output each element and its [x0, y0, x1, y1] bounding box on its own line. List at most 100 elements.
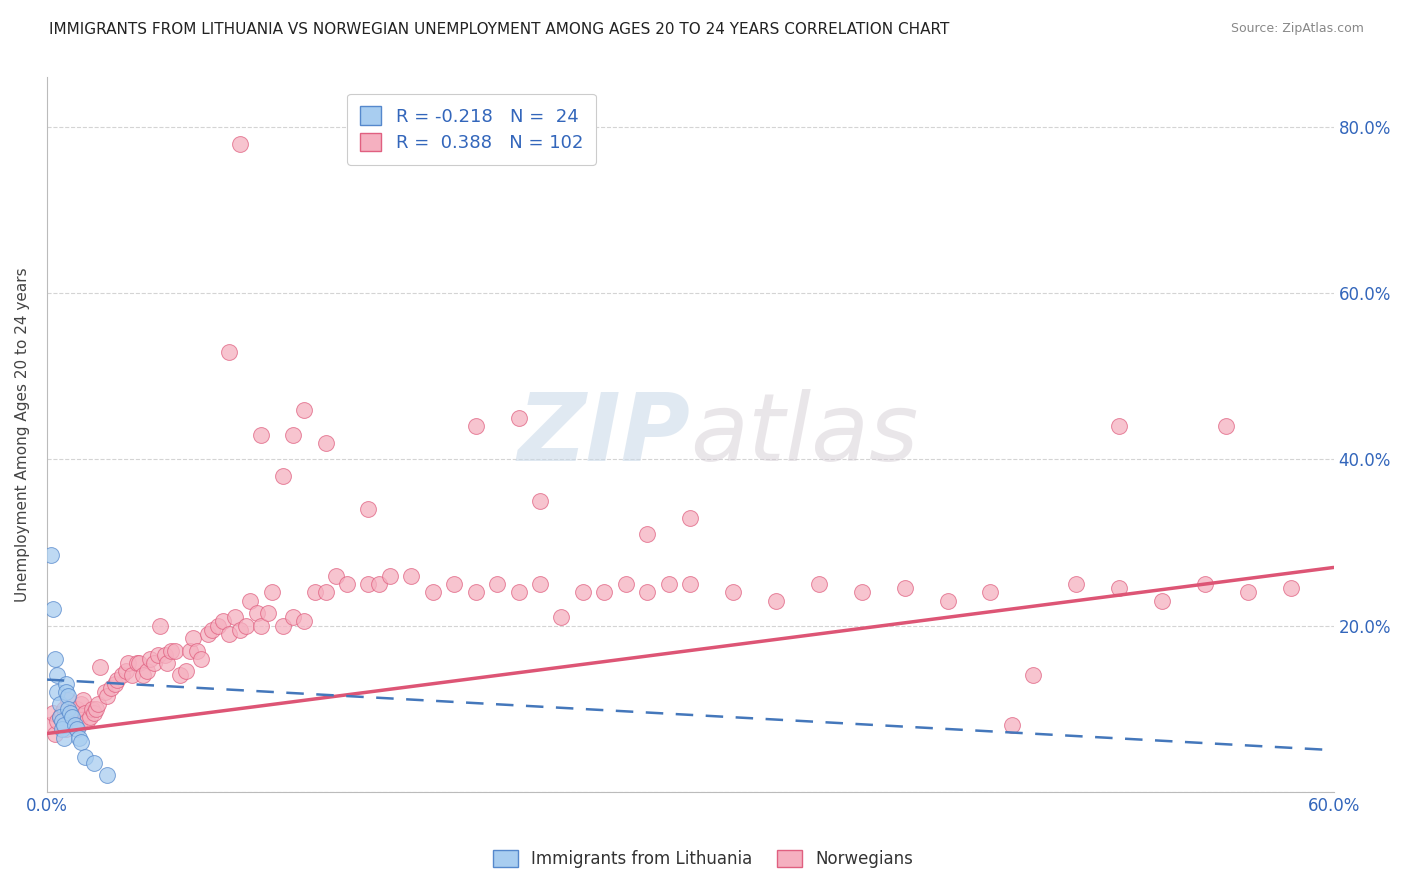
Point: [218, 344, 240, 359]
Point: [55, 677, 77, 691]
Point: [44, 652, 66, 666]
Point: [55, 685, 77, 699]
Point: [936, 593, 959, 607]
Point: [75, 749, 97, 764]
Point: [51, 723, 73, 737]
Point: [508, 585, 530, 599]
Point: [75, 706, 97, 720]
Point: [315, 435, 337, 450]
Point: [148, 648, 170, 662]
Point: [89, 660, 111, 674]
Point: [190, 652, 212, 666]
Point: [83, 756, 105, 770]
Point: [60, 710, 83, 724]
Point: [104, 677, 127, 691]
Point: [721, 585, 744, 599]
Point: [76, 714, 98, 728]
Point: [39, 548, 62, 562]
Point: [128, 656, 150, 670]
Point: [304, 585, 326, 599]
Point: [283, 427, 305, 442]
Point: [60, 710, 83, 724]
Point: [271, 618, 294, 632]
Point: [42, 706, 65, 720]
Point: [52, 731, 75, 745]
Legend: R = -0.218   N =  24, R =  0.388   N = 102: R = -0.218 N = 24, R = 0.388 N = 102: [347, 94, 596, 165]
Point: [56, 693, 79, 707]
Point: [83, 706, 105, 720]
Point: [228, 623, 250, 637]
Point: [357, 502, 380, 516]
Point: [67, 731, 90, 745]
Point: [443, 577, 465, 591]
Point: [56, 689, 79, 703]
Point: [70, 735, 93, 749]
Point: [70, 698, 93, 712]
Point: [807, 577, 830, 591]
Point: [125, 656, 148, 670]
Point: [679, 510, 702, 524]
Point: [96, 768, 118, 782]
Point: [851, 585, 873, 599]
Point: [636, 585, 658, 599]
Point: [239, 593, 262, 607]
Text: IMMIGRANTS FROM LITHUANIA VS NORWEGIAN UNEMPLOYMENT AMONG AGES 20 TO 24 YEARS CO: IMMIGRANTS FROM LITHUANIA VS NORWEGIAN U…: [49, 22, 949, 37]
Point: [1022, 668, 1045, 682]
Point: [107, 673, 129, 687]
Y-axis label: Unemployment Among Ages 20 to 24 years: Unemployment Among Ages 20 to 24 years: [15, 268, 30, 602]
Point: [357, 577, 380, 591]
Point: [893, 581, 915, 595]
Point: [56, 701, 79, 715]
Point: [153, 648, 176, 662]
Point: [1194, 577, 1216, 591]
Point: [46, 714, 69, 728]
Point: [271, 469, 294, 483]
Point: [87, 698, 110, 712]
Point: [228, 136, 250, 151]
Point: [142, 656, 165, 670]
Point: [292, 402, 315, 417]
Point: [174, 665, 197, 679]
Point: [260, 585, 283, 599]
Point: [325, 568, 347, 582]
Point: [132, 668, 155, 682]
Point: [51, 714, 73, 728]
Point: [136, 665, 159, 679]
Point: [44, 726, 66, 740]
Point: [165, 643, 187, 657]
Point: [1279, 581, 1302, 595]
Point: [100, 681, 122, 695]
Point: [201, 623, 224, 637]
Text: atlas: atlas: [690, 389, 918, 480]
Point: [336, 577, 359, 591]
Point: [378, 568, 401, 582]
Point: [1237, 585, 1260, 599]
Point: [679, 577, 702, 591]
Point: [51, 706, 73, 720]
Point: [59, 714, 82, 728]
Point: [250, 427, 273, 442]
Point: [48, 710, 70, 724]
Point: [1108, 419, 1130, 434]
Point: [508, 411, 530, 425]
Point: [464, 585, 486, 599]
Text: ZIP: ZIP: [517, 389, 690, 481]
Point: [93, 685, 115, 699]
Point: [80, 701, 103, 715]
Point: [614, 577, 637, 591]
Text: Source: ZipAtlas.com: Source: ZipAtlas.com: [1230, 22, 1364, 36]
Point: [59, 706, 82, 720]
Point: [218, 627, 240, 641]
Point: [658, 577, 681, 591]
Point: [111, 668, 134, 682]
Point: [67, 718, 90, 732]
Point: [66, 701, 89, 715]
Point: [486, 577, 509, 591]
Point: [572, 585, 595, 599]
Point: [401, 568, 423, 582]
Point: [464, 419, 486, 434]
Point: [224, 610, 246, 624]
Point: [1150, 593, 1173, 607]
Point: [38, 718, 60, 732]
Point: [368, 577, 391, 591]
